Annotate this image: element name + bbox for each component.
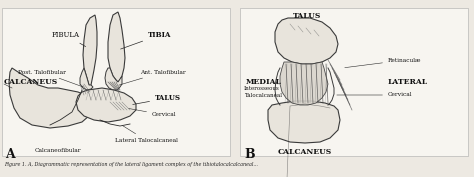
Text: Cervical: Cervical bbox=[337, 93, 412, 98]
Polygon shape bbox=[275, 18, 338, 64]
Polygon shape bbox=[83, 15, 97, 88]
Text: Calcaneofibular: Calcaneofibular bbox=[35, 148, 82, 153]
Bar bbox=[2, 8, 230, 156]
Bar bbox=[240, 8, 468, 156]
Text: CALCANEUS: CALCANEUS bbox=[4, 78, 58, 86]
Text: LATERAL: LATERAL bbox=[388, 78, 428, 86]
Text: Figure 1. A, Diagrammatic representation of the lateral ligament complex of the : Figure 1. A, Diagrammatic representation… bbox=[4, 162, 258, 167]
Text: Cervical: Cervical bbox=[129, 109, 176, 118]
Text: Post. Talofibular: Post. Talofibular bbox=[18, 70, 83, 87]
Text: Ant. Talofibular: Ant. Talofibular bbox=[118, 70, 186, 85]
Text: B: B bbox=[244, 148, 255, 161]
Text: MEDIAL: MEDIAL bbox=[246, 78, 282, 86]
Polygon shape bbox=[268, 101, 340, 143]
Text: Retinaculæ: Retinaculæ bbox=[345, 58, 421, 68]
Text: TIBIA: TIBIA bbox=[120, 31, 172, 49]
Text: Lateral Talocalcaneal: Lateral Talocalcaneal bbox=[115, 125, 178, 143]
Polygon shape bbox=[80, 68, 93, 90]
Polygon shape bbox=[76, 88, 136, 122]
Polygon shape bbox=[9, 68, 92, 128]
Text: TALUS: TALUS bbox=[293, 12, 321, 20]
Text: CALCANEUS: CALCANEUS bbox=[278, 148, 332, 156]
Polygon shape bbox=[280, 62, 328, 105]
Polygon shape bbox=[108, 12, 125, 82]
Text: Interosseous
Talocalcaneal: Interosseous Talocalcaneal bbox=[244, 86, 282, 98]
Text: TALUS: TALUS bbox=[133, 94, 181, 104]
Text: A: A bbox=[5, 148, 15, 161]
Polygon shape bbox=[105, 68, 122, 90]
Text: FIBULA: FIBULA bbox=[52, 31, 86, 47]
